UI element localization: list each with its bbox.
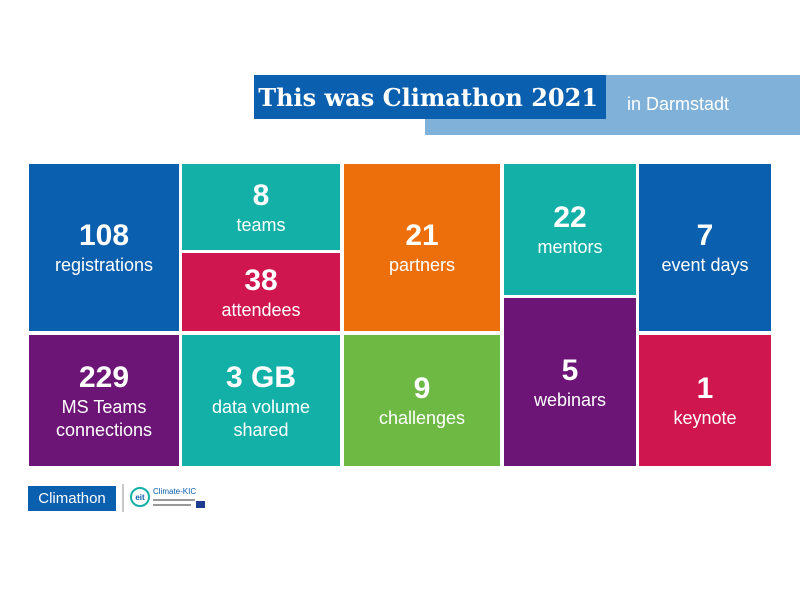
tile-label: webinars (533, 389, 607, 410)
header-title-band: This was Climathon 2021 (254, 75, 606, 119)
tile-event-days: 7 event days (639, 164, 771, 331)
page-subtitle: in Darmstadt (627, 94, 730, 114)
tile-number: 3 GB (225, 360, 297, 394)
tile-ms-teams-connections: 229 MS Teams connections (29, 335, 179, 466)
tile-label: keynote (673, 408, 737, 428)
tile-number: 9 (413, 372, 431, 405)
tile-data-volume: 3 GB data volume shared (182, 335, 340, 466)
tile-label: data volume shared (211, 396, 311, 440)
tile-label: attendees (221, 299, 301, 320)
tile-number: 7 (696, 219, 714, 252)
climate-kic-name: Climate-KIC (153, 487, 197, 496)
tile-partners: 21 partners (344, 164, 500, 331)
tile-label: challenges (378, 408, 466, 428)
climate-kic-logo: eit Climate-KIC (130, 485, 205, 513)
tile-number: 22 (553, 201, 587, 234)
fine-print-line (153, 499, 195, 501)
tile-keynote: 1 keynote (639, 335, 771, 466)
tile-label: registrations (54, 255, 154, 275)
eu-flag-icon (196, 501, 205, 508)
tile-label: partners (388, 255, 456, 275)
tile-number: 108 (78, 219, 130, 252)
tile-number: 21 (405, 219, 439, 252)
tile-number: 229 (78, 360, 130, 394)
tile-mentors: 22 mentors (504, 164, 636, 295)
eit-logo-icon: eit (130, 487, 150, 507)
tile-number: 5 (561, 353, 579, 387)
tile-number: 8 (252, 178, 270, 212)
page-title: This was Climathon 2021 (258, 82, 598, 112)
tile-number: 38 (244, 263, 278, 297)
tile-webinars: 5 webinars (504, 298, 636, 466)
fine-print-line (153, 504, 191, 506)
tile-attendees: 38 attendees (182, 253, 340, 331)
logo-divider (122, 484, 124, 512)
tile-label: event days (661, 255, 749, 275)
tile-label: teams (236, 214, 286, 235)
tile-teams: 8 teams (182, 164, 340, 250)
tile-number: 1 (696, 372, 714, 405)
tile-label: mentors (537, 237, 603, 257)
tile-challenges: 9 challenges (344, 335, 500, 466)
tile-registrations: 108 registrations (29, 164, 179, 331)
tile-label: MS Teams connections (55, 396, 153, 440)
climathon-logo: Climathon (28, 486, 116, 511)
